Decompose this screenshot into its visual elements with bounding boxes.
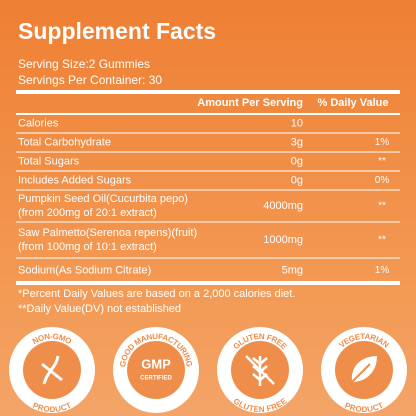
servings-per-container: Servings Per Container: 30 <box>18 73 162 87</box>
nutrient-name: Includes Added Sugars <box>18 174 132 186</box>
column-header: Amount Per Serving <box>197 97 303 109</box>
nutrient-name: Saw Palmetto(Serenoa repens)(fruit) <box>18 227 197 239</box>
nutrient-name: (from 100mg of 10:1 extract) <box>18 241 157 253</box>
badge-text: PRODUCT <box>343 401 385 414</box>
amount: 0g <box>291 174 303 186</box>
amount: 5mg <box>282 264 303 276</box>
badge-text: PRODUCT <box>31 401 73 414</box>
amount: 4000mg <box>263 200 303 212</box>
nutrient-name: Calories <box>18 117 59 129</box>
amount: 10 <box>291 117 303 129</box>
amount: 3g <box>291 136 303 148</box>
daily-value: 0% <box>375 175 390 186</box>
column-header: % Daily Value <box>318 97 389 109</box>
badge-text: NON-GMO <box>31 332 73 346</box>
daily-value: ** <box>378 235 386 246</box>
icon <box>245 355 275 386</box>
footnote: **Daily Value(DV) not established <box>18 303 181 315</box>
daily-value: ** <box>378 156 386 167</box>
badge-text: NON-GMO <box>31 332 73 346</box>
badge: NON-GMO PRODUCT <box>9 327 95 414</box>
amount: 1000mg <box>263 234 303 246</box>
footnote: *Percent Daily Values are based on a 2,0… <box>18 288 295 300</box>
badge-text: PRODUCT <box>343 401 385 414</box>
badge-center: GMP <box>141 356 171 371</box>
nutrient-name: Total Carbohydrate <box>18 136 111 148</box>
daily-value: 1% <box>375 137 390 148</box>
title: Supplement Facts <box>18 18 216 44</box>
badge-text: PRODUCT <box>31 401 73 414</box>
icon <box>41 355 63 385</box>
amount: 0g <box>291 155 303 167</box>
badge-center: CERTIFIED <box>140 376 172 382</box>
daily-value: ** <box>378 201 386 212</box>
icon <box>351 363 371 383</box>
serving-size: Serving Size:2 Gummies <box>18 57 150 71</box>
nutrient-name: Total Sugars <box>18 155 80 167</box>
nutrient-name: Pumpkin Seed Oil(Cucurbita pepo) <box>18 193 188 205</box>
daily-value: 1% <box>375 265 390 276</box>
nutrient-name: (from 200mg of 20:1 extract) <box>18 207 157 219</box>
nutrient-name: Sodium(As Sodium Citrate) <box>18 264 151 276</box>
badge-inner <box>127 341 185 399</box>
